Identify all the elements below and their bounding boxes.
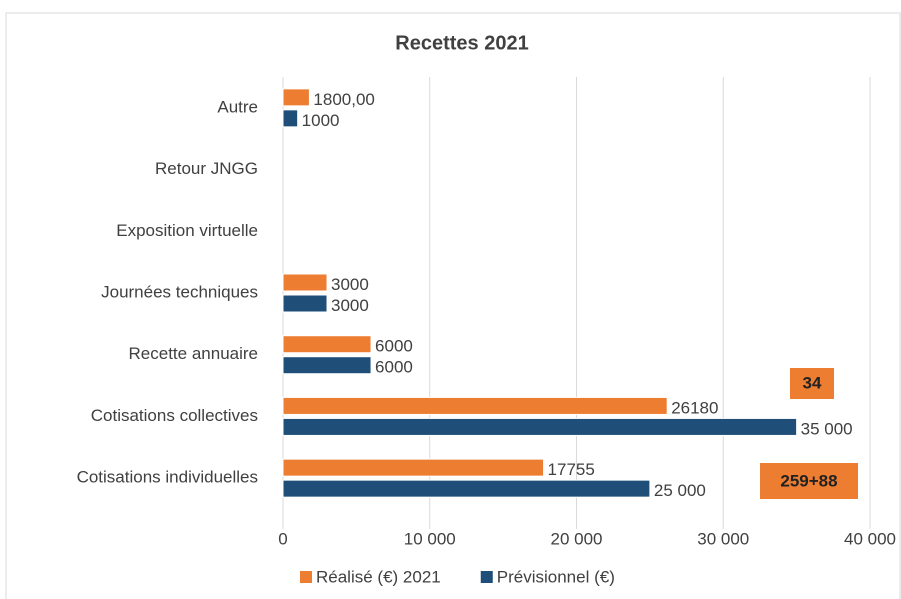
legend-swatch <box>480 571 493 583</box>
y-tick-label: Recette annuaire <box>129 344 258 363</box>
bar <box>282 335 372 354</box>
data-label: 25 000 <box>654 481 706 500</box>
chart-border <box>5 12 901 599</box>
data-label: 1000 <box>302 111 340 130</box>
y-tick-label: Autre <box>217 97 258 116</box>
data-label: 26180 <box>671 398 718 417</box>
legend-swatch <box>300 571 312 583</box>
data-label: 35 000 <box>801 419 853 438</box>
data-label: 6000 <box>375 358 413 377</box>
y-tick-label: Journées techniques <box>101 282 258 301</box>
data-label: 3000 <box>331 275 369 294</box>
y-tick-label: Retour JNGG <box>155 159 258 178</box>
data-label: 17755 <box>548 460 595 479</box>
x-tick-label: 30 000 <box>697 529 749 548</box>
x-tick-label: 10 000 <box>404 529 456 548</box>
chart-title: Recettes 2021 <box>395 32 528 54</box>
annotation: 259+88 <box>780 471 837 490</box>
annotation-box <box>790 368 834 399</box>
legend-label: Réalisé (€) 2021 <box>316 567 441 586</box>
bar <box>282 356 372 375</box>
y-tick-label: Cotisations individuelles <box>77 468 258 487</box>
legend-label: Prévisionnel (€) <box>497 567 615 586</box>
bar <box>282 109 299 128</box>
y-tick-label: Exposition virtuelle <box>116 221 258 240</box>
bar <box>282 88 310 107</box>
data-label: 1800,00 <box>313 90 374 109</box>
bar <box>282 417 798 436</box>
bar <box>282 458 545 477</box>
data-label: 3000 <box>331 296 369 315</box>
y-tick-label: Cotisations collectives <box>91 406 258 425</box>
bar <box>282 273 328 292</box>
x-tick-label: 0 <box>278 529 287 548</box>
bar <box>282 479 651 498</box>
x-tick-label: 40 000 <box>844 529 896 548</box>
data-label: 6000 <box>375 337 413 356</box>
annotation: 34 <box>803 373 822 392</box>
bar <box>282 396 668 415</box>
annotation-box <box>760 463 858 499</box>
x-tick-label: 20 000 <box>551 529 603 548</box>
bar <box>282 294 328 313</box>
